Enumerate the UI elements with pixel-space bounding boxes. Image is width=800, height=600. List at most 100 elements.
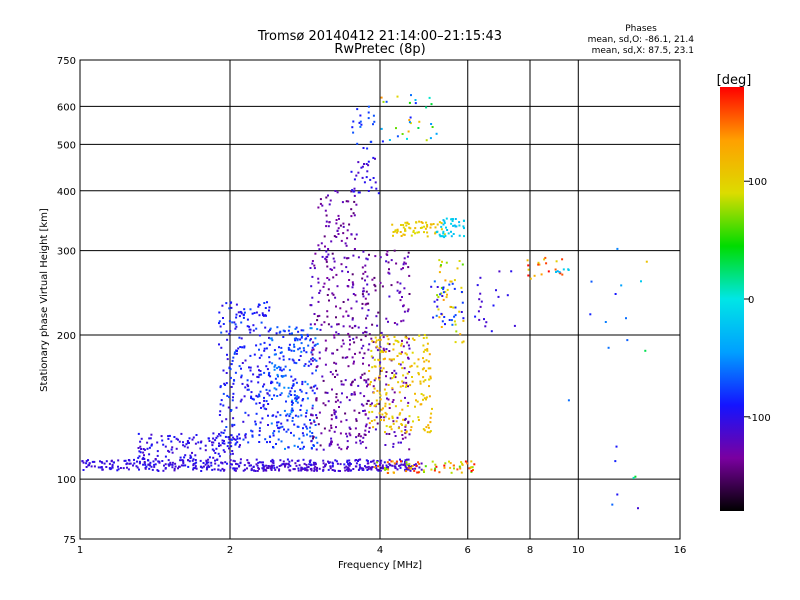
data-point bbox=[255, 344, 258, 347]
data-point bbox=[276, 367, 279, 370]
data-point bbox=[367, 465, 370, 468]
data-point bbox=[205, 468, 208, 471]
data-point bbox=[405, 470, 408, 473]
data-point bbox=[424, 227, 427, 230]
data-point bbox=[408, 226, 411, 229]
data-point bbox=[450, 222, 453, 225]
data-point bbox=[312, 444, 315, 447]
data-point bbox=[337, 233, 340, 235]
data-point bbox=[373, 419, 376, 422]
data-point bbox=[455, 330, 458, 333]
data-point bbox=[278, 346, 280, 349]
data-point bbox=[366, 469, 369, 471]
data-point bbox=[355, 419, 358, 422]
data-point bbox=[363, 372, 366, 375]
data-point bbox=[364, 413, 367, 416]
data-point bbox=[317, 281, 320, 284]
data-point bbox=[384, 467, 386, 469]
data-point bbox=[85, 466, 88, 468]
data-point bbox=[360, 123, 363, 126]
data-point bbox=[336, 230, 339, 232]
data-point bbox=[561, 258, 564, 261]
data-point bbox=[221, 461, 224, 464]
data-point bbox=[81, 460, 84, 463]
data-point bbox=[336, 191, 339, 194]
data-point bbox=[129, 462, 132, 465]
data-point bbox=[335, 305, 337, 308]
data-point bbox=[339, 307, 342, 310]
data-point bbox=[296, 460, 299, 462]
data-point bbox=[408, 101, 411, 104]
data-point bbox=[302, 458, 305, 461]
data-point bbox=[257, 381, 260, 384]
data-point bbox=[287, 466, 290, 469]
data-point bbox=[359, 125, 362, 128]
data-point bbox=[235, 303, 238, 306]
data-point bbox=[313, 392, 316, 395]
data-point bbox=[342, 342, 345, 345]
data-point bbox=[359, 376, 362, 379]
data-point bbox=[152, 460, 155, 463]
data-point bbox=[329, 371, 332, 373]
data-point bbox=[143, 448, 146, 451]
data-point bbox=[644, 349, 647, 352]
data-point bbox=[444, 290, 447, 293]
data-point bbox=[263, 302, 266, 304]
data-point bbox=[462, 225, 465, 228]
data-point bbox=[374, 289, 377, 292]
data-point bbox=[179, 459, 182, 462]
data-point bbox=[385, 413, 388, 416]
data-point bbox=[269, 440, 271, 443]
data-point bbox=[374, 285, 377, 288]
data-point bbox=[249, 366, 252, 369]
data-point bbox=[180, 464, 183, 467]
data-point bbox=[589, 313, 592, 316]
data-point bbox=[207, 458, 210, 461]
data-point bbox=[371, 366, 374, 369]
data-point bbox=[293, 343, 295, 346]
data-point bbox=[362, 467, 365, 470]
data-point bbox=[291, 416, 294, 419]
data-point bbox=[339, 463, 342, 466]
data-point bbox=[374, 365, 377, 368]
data-point bbox=[221, 467, 224, 470]
data-point bbox=[290, 375, 293, 378]
data-point bbox=[271, 362, 274, 365]
data-point bbox=[272, 434, 275, 437]
data-point bbox=[409, 469, 412, 472]
data-point bbox=[492, 304, 495, 307]
data-point bbox=[313, 469, 316, 472]
data-point bbox=[363, 379, 366, 382]
data-point bbox=[405, 381, 408, 384]
data-point bbox=[473, 463, 476, 466]
data-point bbox=[264, 326, 267, 329]
data-point bbox=[396, 289, 399, 292]
data-point bbox=[461, 463, 464, 466]
data-point bbox=[383, 416, 386, 419]
chart-title: Tromsø 20140412 21:14:00–21:15:43 bbox=[257, 29, 502, 44]
data-point bbox=[285, 414, 288, 417]
data-point bbox=[85, 460, 88, 463]
data-point bbox=[328, 443, 331, 446]
data-point bbox=[404, 336, 407, 339]
data-point bbox=[327, 194, 329, 197]
data-point bbox=[354, 237, 357, 240]
data-point bbox=[324, 257, 327, 260]
data-point bbox=[607, 346, 610, 349]
data-point bbox=[231, 423, 234, 426]
data-point bbox=[404, 376, 407, 379]
data-point bbox=[347, 257, 350, 260]
data-point bbox=[199, 459, 202, 462]
data-point bbox=[248, 328, 251, 331]
data-point bbox=[232, 459, 235, 462]
data-point bbox=[293, 345, 296, 348]
data-point bbox=[403, 310, 406, 313]
data-point bbox=[264, 307, 267, 309]
data-point bbox=[360, 467, 363, 470]
data-point bbox=[368, 370, 371, 372]
data-point bbox=[267, 414, 269, 417]
data-point bbox=[171, 466, 174, 469]
data-point bbox=[460, 291, 463, 293]
data-point bbox=[442, 230, 445, 233]
data-point bbox=[345, 244, 348, 247]
